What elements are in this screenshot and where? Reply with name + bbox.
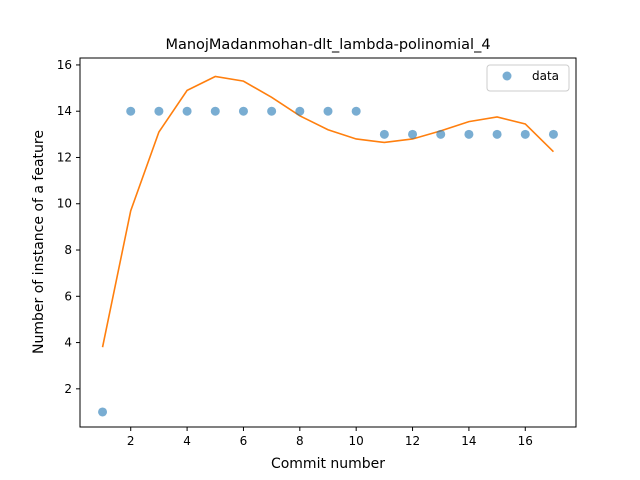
y-tick-label: 12	[57, 150, 72, 164]
x-tick-label: 14	[461, 434, 476, 448]
data-point	[408, 129, 418, 139]
data-point	[379, 129, 389, 139]
x-tick-label: 6	[240, 434, 248, 448]
data-point	[351, 106, 361, 116]
data-point	[238, 106, 248, 116]
y-tick-label: 4	[64, 336, 72, 350]
x-tick-label: 10	[349, 434, 364, 448]
data-point	[492, 129, 502, 139]
x-axis-label: Commit number	[271, 456, 385, 472]
y-tick-label: 8	[64, 243, 72, 257]
fit-line	[101, 75, 555, 348]
data-point	[520, 129, 530, 139]
plot-area-frame	[79, 57, 577, 428]
y-tick-label: 14	[57, 104, 72, 118]
data-point	[464, 129, 474, 139]
data-point	[436, 129, 446, 139]
data-point	[267, 106, 277, 116]
x-tick-label: 12	[405, 434, 420, 448]
data-point	[323, 106, 333, 116]
legend-box	[486, 64, 570, 92]
x-tick-label: 16	[518, 434, 533, 448]
fit-line-series	[101, 75, 555, 348]
x-tick-label: 2	[127, 434, 135, 448]
x-tick-label: 4	[183, 434, 191, 448]
y-tick-label: 10	[57, 197, 72, 211]
data-point	[98, 407, 108, 417]
data-point	[548, 129, 558, 139]
x-axis: 2 4 6 8 10 12 14 16	[127, 427, 533, 448]
legend: data	[486, 64, 570, 92]
y-tick-label: 6	[64, 289, 72, 303]
y-axis: 2 4 6 8 10 12 14 16	[57, 58, 80, 396]
x-tick-label: 8	[296, 434, 304, 448]
y-tick-label: 16	[57, 58, 72, 72]
legend-label-data: data	[532, 69, 559, 83]
legend-marker-data	[502, 71, 512, 81]
chart-title: ManojMadanmohan-dlt_lambda-polinomial_4	[165, 37, 490, 53]
y-axis-label: Number of instance of a feature	[31, 130, 47, 354]
data-point	[126, 106, 136, 116]
y-tick-label: 2	[64, 382, 72, 396]
data-point-series	[98, 106, 558, 417]
data-point	[182, 106, 192, 116]
data-point	[295, 106, 305, 116]
data-point	[154, 106, 164, 116]
data-point	[210, 106, 220, 116]
